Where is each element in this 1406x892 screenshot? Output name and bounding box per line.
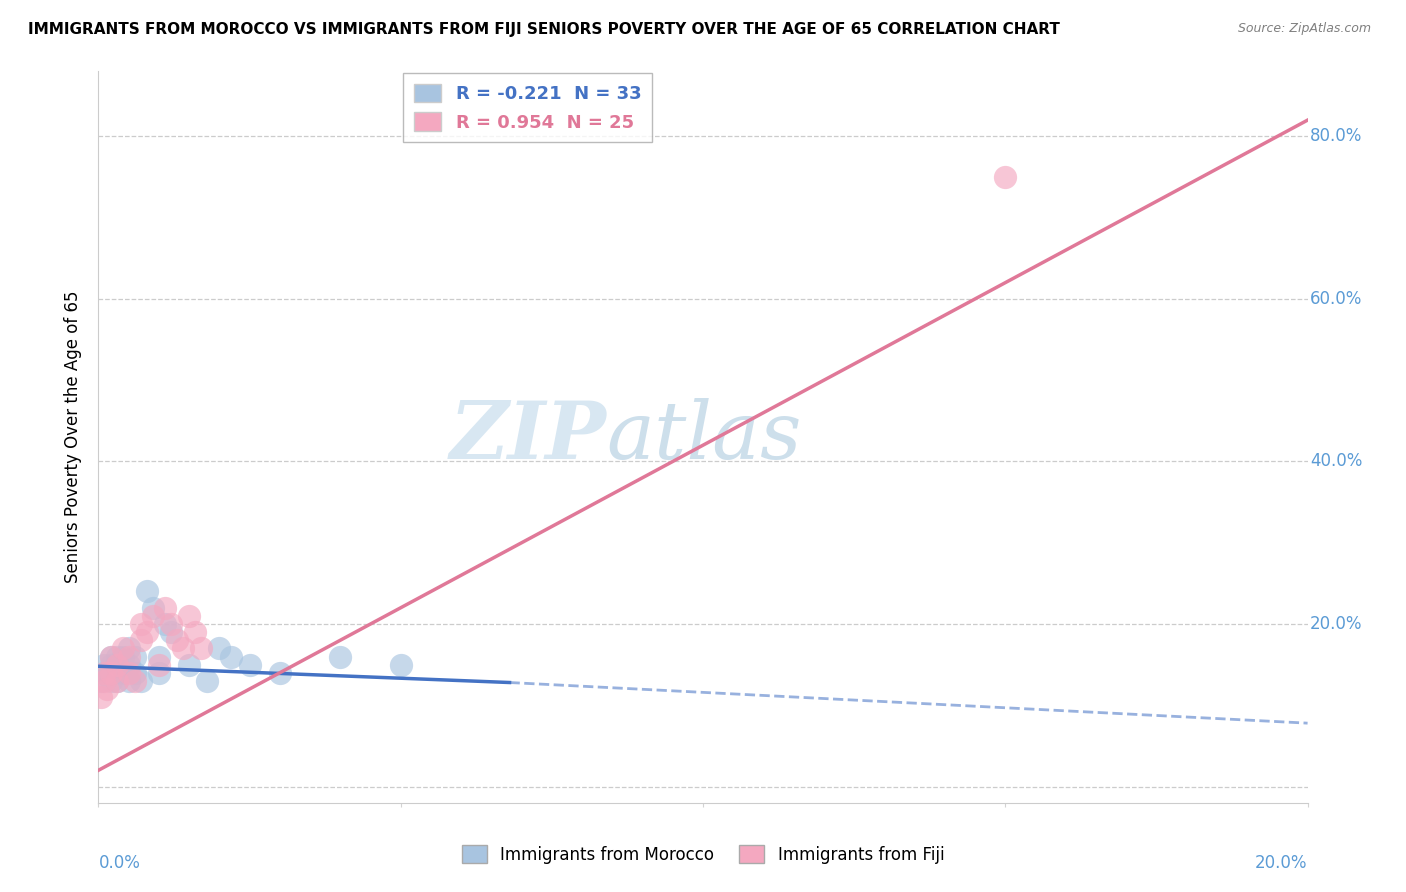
- Text: ZIP: ZIP: [450, 399, 606, 475]
- Point: [208, 641, 231, 656]
- Point: [124, 665, 146, 680]
- Point: [184, 625, 207, 640]
- Point: [142, 600, 165, 615]
- Point: [142, 608, 165, 623]
- Point: [148, 657, 170, 672]
- Point: [160, 617, 183, 632]
- Point: [105, 673, 128, 688]
- Point: [239, 657, 262, 672]
- Point: [129, 617, 152, 632]
- Y-axis label: Seniors Poverty Over the Age of 65: Seniors Poverty Over the Age of 65: [65, 291, 83, 583]
- Point: [103, 665, 125, 680]
- Point: [111, 665, 134, 680]
- Point: [329, 649, 352, 664]
- Legend: R = -0.221  N = 33, R = 0.954  N = 25: R = -0.221 N = 33, R = 0.954 N = 25: [404, 73, 652, 143]
- Point: [190, 641, 212, 656]
- Point: [389, 657, 412, 672]
- Point: [148, 665, 170, 680]
- Text: 80.0%: 80.0%: [1310, 128, 1362, 145]
- Text: 20.0%: 20.0%: [1256, 854, 1308, 872]
- Point: [90, 690, 112, 705]
- Legend: Immigrants from Morocco, Immigrants from Fiji: Immigrants from Morocco, Immigrants from…: [456, 838, 950, 871]
- Point: [118, 665, 141, 680]
- Text: 20.0%: 20.0%: [1310, 615, 1362, 633]
- Point: [100, 657, 122, 672]
- Point: [111, 649, 134, 664]
- Point: [179, 657, 201, 672]
- Point: [118, 649, 141, 664]
- Point: [118, 641, 141, 656]
- Point: [166, 633, 188, 648]
- Text: Source: ZipAtlas.com: Source: ZipAtlas.com: [1237, 22, 1371, 36]
- Point: [93, 665, 115, 680]
- Point: [269, 665, 291, 680]
- Point: [111, 641, 134, 656]
- Point: [105, 649, 128, 664]
- Text: 0.0%: 0.0%: [98, 854, 141, 872]
- Text: 40.0%: 40.0%: [1310, 452, 1362, 470]
- Text: atlas: atlas: [606, 399, 801, 475]
- Point: [153, 600, 176, 615]
- Point: [100, 649, 122, 664]
- Point: [105, 657, 128, 672]
- Point: [105, 657, 128, 672]
- Point: [100, 649, 122, 664]
- Point: [160, 625, 183, 640]
- Point: [96, 681, 118, 696]
- Point: [148, 649, 170, 664]
- Point: [118, 673, 141, 688]
- Text: 60.0%: 60.0%: [1310, 290, 1362, 308]
- Point: [153, 617, 176, 632]
- Point: [100, 673, 122, 688]
- Text: IMMIGRANTS FROM MOROCCO VS IMMIGRANTS FROM FIJI SENIORS POVERTY OVER THE AGE OF : IMMIGRANTS FROM MOROCCO VS IMMIGRANTS FR…: [28, 22, 1060, 37]
- Point: [172, 641, 194, 656]
- Point: [179, 608, 201, 623]
- Point: [93, 673, 115, 688]
- Point: [105, 673, 128, 688]
- Point: [90, 673, 112, 688]
- Point: [124, 649, 146, 664]
- Point: [129, 633, 152, 648]
- Point: [994, 169, 1017, 184]
- Point: [129, 673, 152, 688]
- Point: [124, 673, 146, 688]
- Point: [93, 657, 115, 672]
- Point: [93, 665, 115, 680]
- Point: [195, 673, 218, 688]
- Point: [135, 584, 157, 599]
- Point: [100, 665, 122, 680]
- Point: [221, 649, 243, 664]
- Point: [135, 625, 157, 640]
- Point: [96, 665, 118, 680]
- Point: [118, 657, 141, 672]
